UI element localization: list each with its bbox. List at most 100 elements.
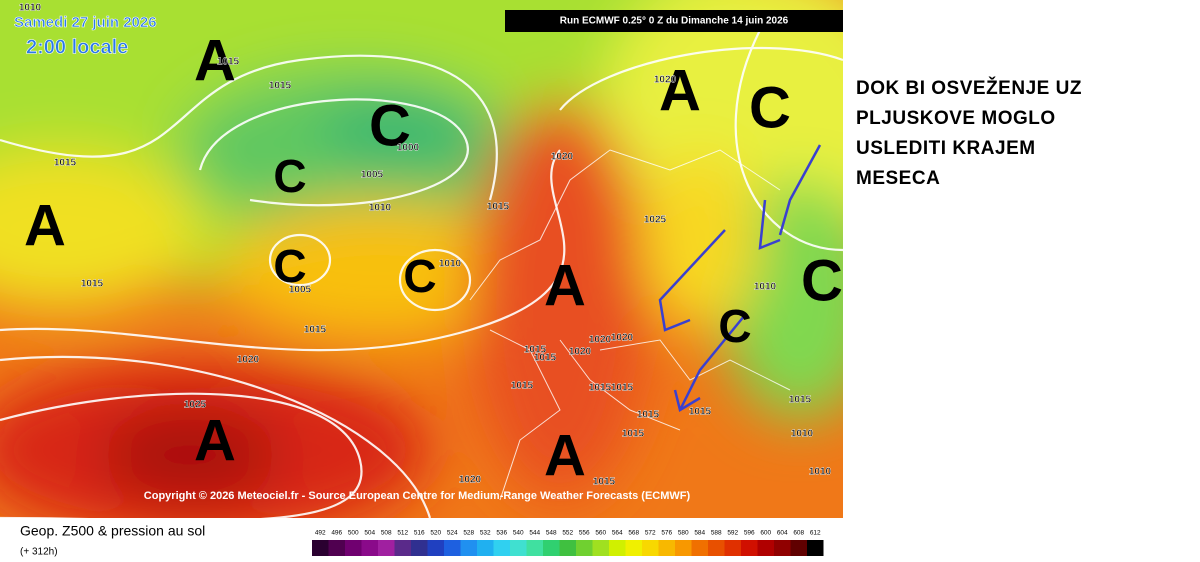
scale-label: 544 (529, 530, 540, 537)
scale-label: 580 (678, 530, 689, 537)
map-background (0, 0, 843, 518)
scale-label: 584 (694, 530, 705, 537)
pressure-center: C (273, 240, 306, 292)
isobar-label: 1010 (791, 429, 814, 440)
scale-label: 548 (546, 530, 557, 537)
scale-label: 508 (381, 530, 392, 537)
scale-swatch (807, 540, 824, 556)
scale-swatch (592, 540, 609, 556)
pressure-center: A (659, 58, 701, 123)
isobar-label: 1015 (789, 395, 812, 406)
isobar-label: 1005 (289, 285, 312, 296)
pressure-center: C (403, 250, 436, 302)
scale-swatch (477, 540, 494, 556)
isobar-label: 1020 (654, 75, 677, 86)
isobar-label: 1000 (397, 143, 420, 154)
scale-label: 600 (760, 530, 771, 537)
isobar-label: 1015 (524, 345, 547, 356)
isobar-label: 1015 (217, 57, 240, 68)
run-banner (505, 10, 843, 32)
scale-swatch (675, 540, 692, 556)
isobar-label: 1025 (184, 400, 207, 411)
scale-swatch (411, 540, 428, 556)
scale-swatch (394, 540, 411, 556)
pressure-center: C (369, 93, 411, 158)
scale-swatch (708, 540, 725, 556)
note-line: USLEDITI KRAJEM (856, 138, 1036, 159)
scale-swatch (510, 540, 527, 556)
note-line: MESECA (856, 168, 941, 189)
scale-label: 496 (331, 530, 342, 537)
pressure-center: A (194, 408, 236, 473)
isobar-label: 1020 (551, 152, 574, 163)
isobar-label: 1015 (637, 410, 660, 421)
scale-label: 564 (612, 530, 623, 537)
scale-label: 596 (744, 530, 755, 537)
isobar-label: 1015 (593, 477, 616, 488)
pressure-center: C (273, 150, 306, 202)
copyright: Copyright © 2026 Meteociel.fr - Source E… (144, 490, 691, 502)
isobar-label: 1015 (611, 383, 634, 394)
isobar-label: 1010 (809, 467, 832, 478)
pressure-center: C (801, 248, 843, 313)
scale-swatch (460, 540, 477, 556)
scale-label: 528 (463, 530, 474, 537)
scale-swatch (642, 540, 659, 556)
scale-label: 492 (315, 530, 326, 537)
scale-swatch (312, 540, 329, 556)
scale-swatch (774, 540, 791, 556)
forecast-date: Samedi 27 juin 2026 (14, 14, 157, 31)
isobar-label: 1005 (361, 170, 384, 181)
scale-swatch (559, 540, 576, 556)
scale-swatch (378, 540, 395, 556)
isobar-label: 1015 (511, 381, 534, 392)
isobar-label: 1020 (589, 335, 612, 346)
isobar-label: 1015 (689, 407, 712, 418)
scale-label: 612 (810, 530, 821, 537)
pressure-center: A (544, 423, 586, 488)
note-line: DOK BI OSVEŽENJE UZ (856, 78, 1082, 99)
scale-label: 588 (711, 530, 722, 537)
legend: Geop. Z500 & pression au sol (+ 312h) 49… (20, 523, 824, 558)
scale-label: 604 (777, 530, 788, 537)
scale-swatch (328, 540, 345, 556)
isobar-label: 1015 (622, 429, 645, 440)
isobar-label: 1015 (589, 383, 612, 394)
pressure-center: C (749, 75, 791, 140)
scale-label: 576 (661, 530, 672, 537)
scale-label: 540 (513, 530, 524, 537)
lead-time: (+ 312h) (20, 547, 58, 558)
pressure-center: A (544, 253, 586, 318)
isobar-label: 1010 (369, 203, 392, 214)
scale-swatch (427, 540, 444, 556)
scale-swatch (609, 540, 626, 556)
scale-label: 524 (447, 530, 458, 537)
scale-swatch (724, 540, 741, 556)
forecast-time: 2:00 locale (26, 36, 128, 58)
note-line: PLJUSKOVE MOGLO (856, 108, 1056, 129)
hand-drawn-arrows (658, 144, 822, 412)
pressure-center: C (718, 300, 751, 352)
isobar-label: 1015 (487, 202, 510, 213)
run-info: Run ECMWF 0.25° 0 Z du Dimanche 14 juin … (560, 16, 789, 27)
scale-swatch (757, 540, 774, 556)
scale-label: 500 (348, 530, 359, 537)
pressure-center: A (194, 28, 236, 93)
isobar-label: 1010 (19, 3, 42, 14)
scale-label: 592 (727, 530, 738, 537)
scale-label: 568 (628, 530, 639, 537)
scale-label: 532 (480, 530, 491, 537)
scale-label: 552 (562, 530, 573, 537)
isobar-label: 1025 (644, 215, 667, 226)
isobar-label: 1020 (237, 355, 260, 366)
scale-label: 556 (579, 530, 590, 537)
scale-swatch (691, 540, 708, 556)
scale-swatch (741, 540, 758, 556)
scale-swatch (543, 540, 560, 556)
isobar-label: 1020 (569, 347, 592, 358)
scale-swatch (345, 540, 362, 556)
scale-swatch (493, 540, 510, 556)
scale-swatch (625, 540, 642, 556)
isobar-label: 1015 (54, 158, 77, 169)
